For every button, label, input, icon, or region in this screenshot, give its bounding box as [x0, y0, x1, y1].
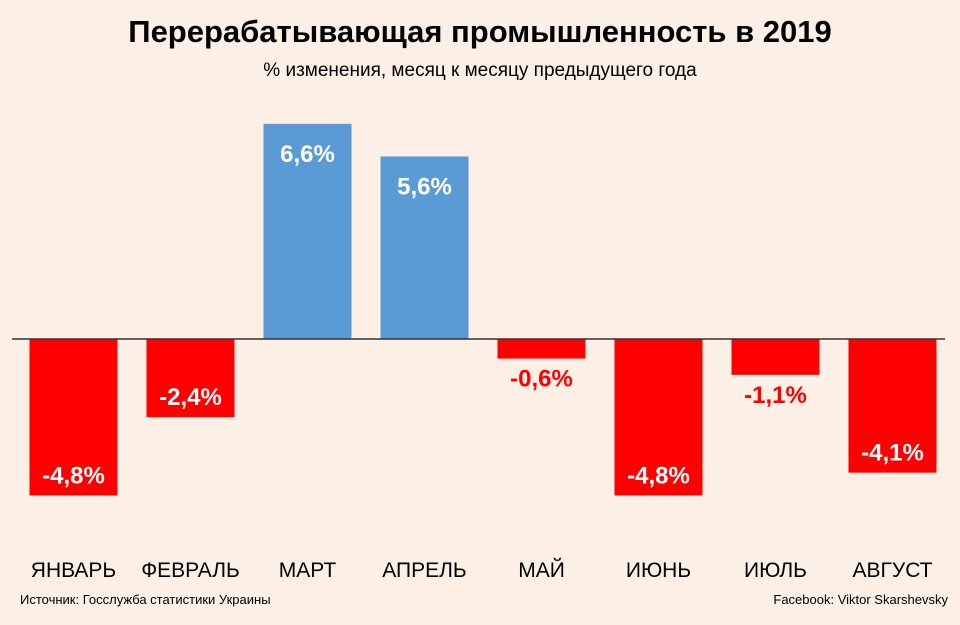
bar-8 [848, 339, 937, 473]
data-label-8: -4,1% [861, 440, 924, 467]
data-label-2: -2,4% [159, 384, 222, 411]
data-label-6: -4,8% [627, 462, 690, 489]
source-note: Источник: Госслужба статистики Украины [20, 592, 271, 607]
bar-1 [29, 339, 118, 496]
bar-2 [146, 339, 235, 418]
category-label-5: МАЙ [518, 558, 565, 582]
chart-subtitle: % изменения, месяц к месяцу предыдущего … [263, 60, 697, 81]
category-label-2: ФЕВРАЛЬ [141, 559, 240, 582]
data-label-3: 6,6% [280, 141, 335, 168]
category-label-7: ИЮЛЬ [744, 559, 807, 582]
data-label-5: -0,6% [510, 366, 573, 393]
bar-7 [731, 339, 820, 375]
data-label-1: -4,8% [42, 462, 105, 489]
author-credit: Facebook: Viktor Skarshevsky [773, 592, 948, 607]
category-label-3: МАРТ [279, 559, 337, 582]
bar-4 [380, 156, 469, 339]
data-label-7: -1,1% [744, 382, 807, 409]
category-label-4: АПРЕЛЬ [382, 559, 466, 582]
chart-title: Перерабатывающая промышленность в 2019 [128, 14, 832, 49]
category-label-1: ЯНВАРЬ [31, 559, 116, 582]
bar-3 [263, 123, 352, 339]
bar-5 [497, 339, 586, 359]
category-label-8: АВГУСТ [852, 559, 932, 582]
data-label-4: 5,6% [397, 173, 452, 200]
bar-6 [614, 339, 703, 496]
category-label-6: ИЮНЬ [626, 559, 691, 582]
